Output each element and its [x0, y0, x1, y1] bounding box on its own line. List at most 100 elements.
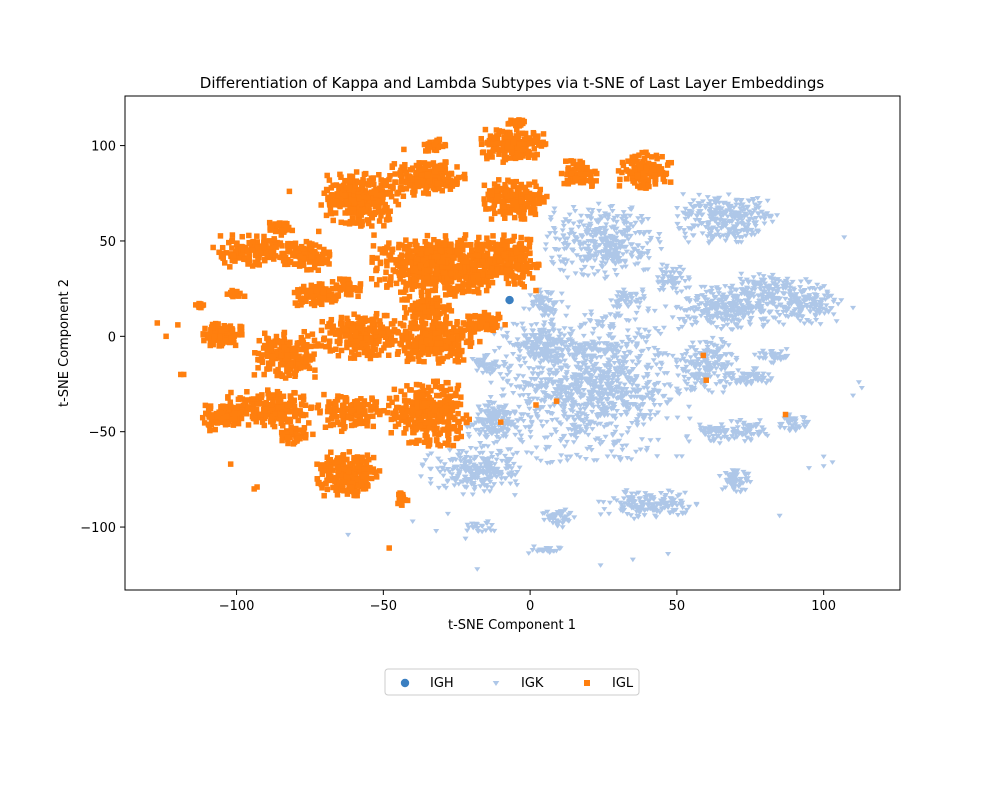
- point-igk: [557, 359, 564, 365]
- point-igk: [733, 478, 740, 484]
- point-igk: [547, 367, 554, 373]
- point-igk: [665, 382, 673, 387]
- point-igk: [740, 422, 747, 428]
- point-igk: [554, 346, 561, 351]
- point-igk: [630, 401, 637, 407]
- point-igk: [733, 489, 740, 495]
- point-igk: [577, 403, 584, 409]
- point-igk: [644, 371, 651, 377]
- point-igk: [713, 430, 720, 435]
- point-igk: [537, 352, 544, 357]
- point-igk: [669, 353, 676, 359]
- point-igk: [610, 372, 617, 377]
- point-igk: [601, 352, 609, 357]
- point-igk: [716, 346, 723, 352]
- point-igk: [639, 348, 647, 354]
- point-igk: [744, 476, 751, 481]
- point-igk: [745, 471, 752, 477]
- point-igk: [643, 383, 650, 388]
- point-igk: [616, 361, 623, 367]
- point-igk: [676, 492, 683, 498]
- point-igk: [512, 432, 519, 438]
- point-igk: [686, 504, 693, 510]
- point-igk: [630, 504, 637, 510]
- point-igl: [435, 239, 441, 245]
- point-igk: [604, 378, 611, 384]
- point-igk: [614, 390, 621, 395]
- point-igk: [514, 341, 521, 347]
- point-igk: [645, 346, 652, 352]
- point-igk: [584, 446, 591, 452]
- point-igk: [542, 247, 549, 252]
- point-igk: [535, 373, 542, 379]
- point-igk: [632, 220, 639, 226]
- point-igk: [479, 421, 486, 427]
- point-igk: [733, 435, 740, 440]
- point-igk: [564, 458, 571, 463]
- point-igk: [486, 456, 493, 461]
- point-igk: [709, 335, 716, 341]
- point-igk: [553, 417, 560, 423]
- point-igk: [516, 358, 523, 363]
- point-igk: [694, 356, 701, 362]
- point-igk: [628, 491, 635, 497]
- point-igk: [702, 432, 709, 438]
- point-igk: [506, 412, 513, 417]
- point-igl: [386, 216, 393, 223]
- point-igk: [544, 410, 551, 415]
- point-igk: [595, 499, 602, 505]
- point-igk: [576, 346, 583, 352]
- point-igk: [693, 502, 700, 508]
- point-igk: [551, 515, 558, 521]
- point-igk: [687, 388, 694, 393]
- point-igk: [457, 452, 464, 457]
- point-igk: [634, 355, 641, 361]
- point-igk: [552, 427, 559, 432]
- point-igk: [731, 469, 738, 474]
- point-igk: [628, 457, 635, 462]
- point-igl: [434, 253, 441, 260]
- point-igl: [426, 281, 432, 287]
- point-igk: [583, 401, 590, 407]
- point-igl: [338, 219, 344, 226]
- point-igk: [457, 459, 464, 464]
- point-igk: [645, 229, 652, 235]
- point-igk: [691, 363, 698, 369]
- point-igk: [492, 408, 499, 413]
- point-igk: [595, 397, 602, 403]
- point-igk: [611, 268, 618, 273]
- point-igk: [542, 447, 549, 452]
- point-igk: [477, 441, 484, 446]
- point-igk: [607, 381, 614, 386]
- point-igk: [537, 338, 544, 343]
- point-igk: [427, 466, 434, 472]
- point-igl: [422, 239, 428, 245]
- point-igk: [442, 485, 450, 491]
- point-igk: [557, 331, 564, 337]
- point-igl: [462, 232, 469, 238]
- point-igk: [611, 360, 618, 366]
- point-igk: [465, 465, 472, 471]
- point-igl: [376, 277, 383, 283]
- point-igk: [583, 358, 590, 364]
- point-igk: [462, 474, 469, 480]
- point-igk: [575, 410, 582, 416]
- point-igk: [706, 366, 713, 371]
- point-igk: [533, 445, 540, 451]
- point-igl: [427, 242, 434, 248]
- point-igl: [527, 236, 534, 243]
- point-igk: [590, 340, 597, 345]
- point-igk: [548, 432, 555, 438]
- point-igk: [537, 347, 544, 352]
- point-igl: [487, 257, 493, 263]
- point-igk: [628, 420, 636, 426]
- point-igk: [587, 377, 594, 383]
- point-igl: [402, 260, 409, 266]
- point-igl: [336, 202, 342, 208]
- point-igk: [560, 409, 567, 415]
- point-igk: [619, 443, 626, 449]
- point-igl: [382, 205, 388, 212]
- point-igk: [583, 347, 590, 352]
- point-igk: [492, 471, 499, 477]
- point-igl: [514, 262, 521, 269]
